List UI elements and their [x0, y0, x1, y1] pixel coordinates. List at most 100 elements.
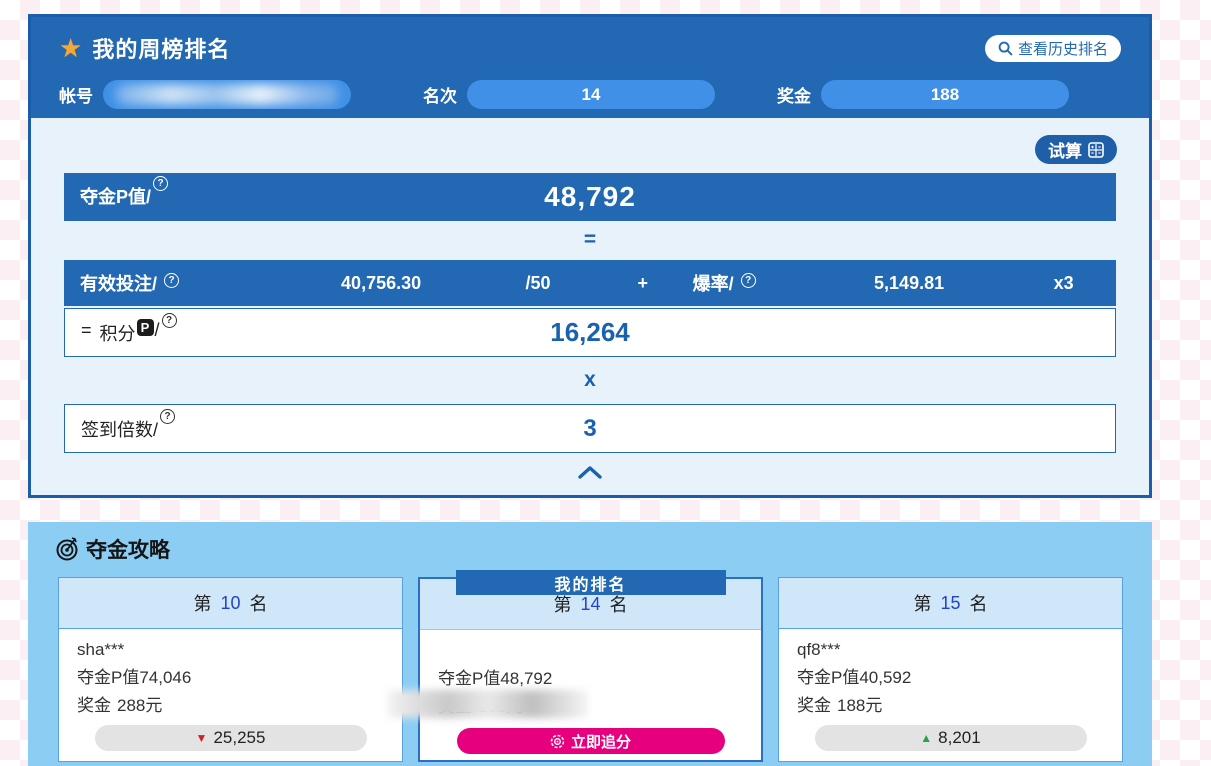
target-icon — [56, 537, 78, 561]
prize-label: 奖金 — [797, 696, 831, 715]
burst-label-wrap: 爆率/ ? — [693, 270, 807, 296]
p-value: 48,792 — [500, 669, 553, 688]
username: qf8*** — [797, 640, 841, 659]
burst-value: 5,149.81 — [874, 272, 945, 293]
trial-calc-button[interactable]: 试算 — [1035, 135, 1117, 164]
page-title: 我的周榜排名 — [92, 37, 231, 62]
calculation-body: 试算 夺金P值/ ? 48,792 = — [31, 118, 1149, 480]
view-history-label: 查看历史排名 — [1017, 40, 1108, 58]
signin-row: 签到倍数/ ? 3 — [64, 404, 1116, 453]
strategy-title: 夺金攻略 — [86, 539, 170, 562]
collapse-chevron[interactable] — [31, 465, 1149, 480]
p-label: 夺金P值 — [797, 668, 860, 687]
delta-value: 8,201 — [938, 728, 981, 747]
username-placeholder — [438, 637, 743, 665]
rank-prefix: 第 — [193, 594, 212, 614]
trial-row: 试算 — [31, 135, 1117, 164]
help-icon[interactable]: ? — [160, 409, 176, 424]
strategy-header: 夺金攻略 — [28, 522, 1152, 564]
calculator-icon — [1088, 141, 1104, 158]
prize-value: 188元 — [837, 696, 883, 715]
plus-operator: + — [637, 272, 648, 293]
delta-pill: ▼ 25,255 — [94, 725, 367, 751]
trial-calc-label: 试算 — [1048, 142, 1082, 161]
prize-label: 奖金 — [777, 87, 811, 106]
rank-number: 14 — [580, 593, 601, 614]
card-rank-header: 第 15 名 — [779, 578, 1122, 629]
blurred-account — [115, 84, 339, 105]
delta-value: 25,255 — [213, 728, 266, 747]
p-label: 夺金P值 — [438, 669, 501, 688]
blurred-username — [388, 690, 588, 718]
valid-bet-label-wrap: 有效投注/ ? — [64, 270, 279, 296]
star-icon: ★ — [59, 33, 83, 63]
valid-bet-value: 40,756.30 — [341, 272, 422, 293]
my-rank-tab: 我的排名 — [455, 570, 726, 595]
rank-number: 10 — [220, 592, 241, 613]
score-prefix: = — [81, 320, 92, 340]
title-bar: ★ 我的周榜排名 查看历史排名 — [59, 27, 1121, 69]
delta-pill: ▲ 8,201 — [814, 725, 1087, 751]
help-icon[interactable]: ? — [164, 273, 180, 288]
account-value-pill — [103, 80, 351, 109]
rank-card-15: 第 15 名 qf8*** 夺金P值40,592 奖金 188元 ▲ 8,201 — [778, 577, 1123, 762]
weekly-ranking-header: ★ 我的周榜排名 查看历史排名 帐号 名次 14 奖金 188 — [31, 17, 1149, 118]
score-label: 积分 — [99, 324, 136, 344]
account-label: 帐号 — [59, 87, 93, 106]
view-history-button[interactable]: 查看历史排名 — [984, 34, 1121, 62]
p-value-label-wrap: 夺金P值/ ? — [80, 173, 169, 221]
score-row: = 积分 P / ? 16,264 — [64, 308, 1116, 357]
account-row: 帐号 名次 14 奖金 188 — [59, 80, 1121, 109]
p-value-label: 夺金P值/ — [80, 187, 152, 207]
valid-bet-label: 有效投注/ — [80, 274, 158, 294]
username: sha*** — [77, 640, 125, 659]
rank-suffix: 名 — [969, 594, 988, 614]
score-label-wrap: = 积分 P / ? — [81, 309, 177, 356]
rank-prefix: 第 — [553, 595, 572, 615]
chase-score-label: 立即追分 — [570, 733, 631, 751]
prize-value-pill: 188 — [821, 80, 1069, 109]
times-operator: x — [584, 368, 596, 391]
rank-suffix: 名 — [249, 594, 268, 614]
bet-burst-columns: 有效投注/ ? 40,756.30 /50 + 爆率/ ? 5,149.81 x… — [64, 270, 1116, 296]
card-body: qf8*** 夺金P值40,592 奖金 188元 ▲ 8,201 — [779, 629, 1122, 751]
rank-card-10: 第 10 名 sha*** 夺金P值74,046 奖金 288元 ▼ 25,255 — [58, 577, 403, 762]
p-value-row: 夺金P值40,592 — [797, 664, 1104, 692]
rank-label: 名次 — [423, 87, 457, 106]
prize-row: 奖金 288元 — [77, 692, 384, 720]
help-icon[interactable]: ? — [161, 313, 177, 328]
p-value-row: 夺金P值/ ? 48,792 — [64, 173, 1116, 221]
bet-divisor: /50 — [525, 272, 551, 293]
p-value: 48,792 — [544, 181, 636, 212]
p-value: 40,592 — [859, 668, 912, 687]
rank-value: 14 — [581, 84, 601, 104]
chevron-up-icon — [578, 466, 602, 479]
rank-suffix: 名 — [609, 595, 628, 615]
equals-operator: = — [583, 228, 597, 251]
score-slash: / — [154, 320, 160, 340]
p-label: 夺金P值 — [77, 668, 140, 687]
rank-value-pill: 14 — [467, 80, 715, 109]
rank-prefix: 第 — [913, 594, 932, 614]
prize-label: 奖金 — [77, 696, 111, 715]
score-value: 16,264 — [550, 317, 630, 347]
signin-label: 签到倍数/ — [81, 420, 159, 440]
chase-score-button[interactable]: 立即追分 — [456, 728, 725, 754]
strategy-cards: 第 10 名 sha*** 夺金P值74,046 奖金 288元 ▼ 25,255 — [28, 570, 1152, 762]
p-value-row: 夺金P值48,792 — [438, 665, 743, 693]
prize-row: 奖金 188元 — [797, 692, 1104, 720]
strategy-panel: 夺金攻略 第 10 名 sha*** 夺金P值74,046 奖金 288元 ▼ 2… — [28, 522, 1152, 766]
help-icon[interactable]: ? — [740, 273, 756, 288]
burst-label: 爆率/ — [692, 274, 734, 294]
burst-multiplier: x3 — [1053, 272, 1074, 293]
signin-value: 3 — [583, 414, 597, 442]
p-badge-icon: P — [136, 319, 154, 336]
arrow-up-icon: ▲ — [920, 731, 933, 745]
help-icon[interactable]: ? — [153, 176, 169, 191]
p-value: 74,046 — [139, 668, 192, 687]
rank-number: 15 — [940, 592, 961, 613]
arrow-down-icon: ▼ — [195, 731, 208, 745]
bet-burst-row: 有效投注/ ? 40,756.30 /50 + 爆率/ ? 5,149.81 x… — [64, 260, 1116, 306]
